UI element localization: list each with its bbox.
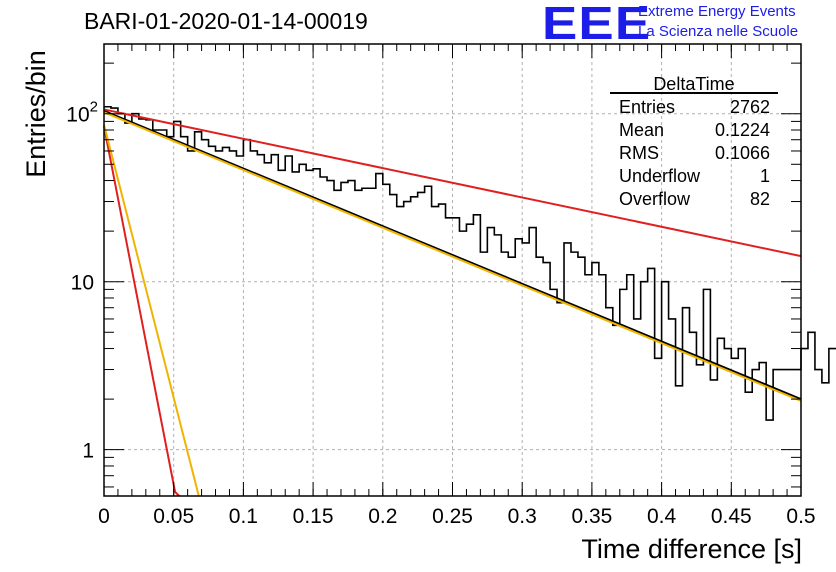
y-axis-label: Entries/bin	[21, 50, 51, 178]
stats-row-entries: Entries 2762	[610, 96, 778, 119]
x-axis-ticks: 0 0.05 0.1 0.15 0.2 0.25 0.3 0.35 0.4 0.45 0.5	[98, 44, 816, 528]
brand-line-2: La Scienza nelle Scuole	[638, 23, 799, 40]
stats-label: RMS	[619, 143, 659, 163]
x-tick-label: 0.3	[508, 505, 537, 528]
stats-row-overflow: Overflow 82	[610, 188, 778, 211]
fit-line	[103, 126, 180, 497]
stats-value: 0.1224	[714, 120, 770, 140]
stats-label: Mean	[619, 120, 665, 140]
x-tick-label: 0.25	[432, 505, 473, 528]
stats-title: DeltaTime	[653, 74, 735, 94]
x-tick-label: 0.5	[786, 505, 815, 528]
x-tick-label: 0.35	[571, 505, 612, 528]
stats-row-underflow: Underflow 1	[610, 165, 778, 188]
x-tick-label: 0.1	[229, 505, 258, 528]
y-axis-ticks: 1 10 102	[66, 62, 801, 488]
x-tick-label: 0.15	[293, 505, 334, 528]
fit-line	[103, 111, 802, 402]
x-tick-label: 0.05	[153, 505, 194, 528]
fit-line	[103, 108, 802, 258]
x-tick-label: 0.45	[711, 505, 752, 528]
stats-label: Entries	[619, 97, 676, 117]
eee-logo: EEE	[542, 0, 652, 49]
stats-row-mean: Mean 0.1224	[610, 119, 778, 142]
stats-box: DeltaTime Entries 2762 Mean 0.1224 RMS 0.10…	[610, 74, 778, 211]
stats-label: Overflow	[619, 189, 691, 209]
y-tick-label: 10	[71, 272, 94, 295]
x-tick-label: 0.2	[368, 505, 397, 528]
stats-value: 1	[759, 166, 770, 186]
y-tick-label: 102	[66, 99, 98, 127]
fit-line	[103, 109, 802, 401]
stats-label: Underflow	[619, 166, 701, 186]
brand-line-1: Extreme Energy Events	[638, 3, 796, 20]
stats-title-rule	[610, 92, 778, 94]
fit-lines	[103, 108, 802, 497]
fit-line	[103, 124, 200, 497]
stats-value: 2762	[729, 97, 770, 117]
chart-title: BARI-01-2020-01-14-00019	[84, 8, 368, 34]
x-tick-label: 0	[98, 505, 110, 528]
x-tick-label: 0.4	[647, 505, 677, 528]
y-tick-label: 1	[82, 440, 94, 463]
stats-value: 82	[749, 189, 770, 209]
stats-row-rms: RMS 0.1066	[610, 142, 778, 165]
grid-lines	[104, 44, 801, 496]
x-axis-label: Time difference [s]	[581, 534, 802, 564]
stats-value: 0.1066	[714, 143, 770, 163]
